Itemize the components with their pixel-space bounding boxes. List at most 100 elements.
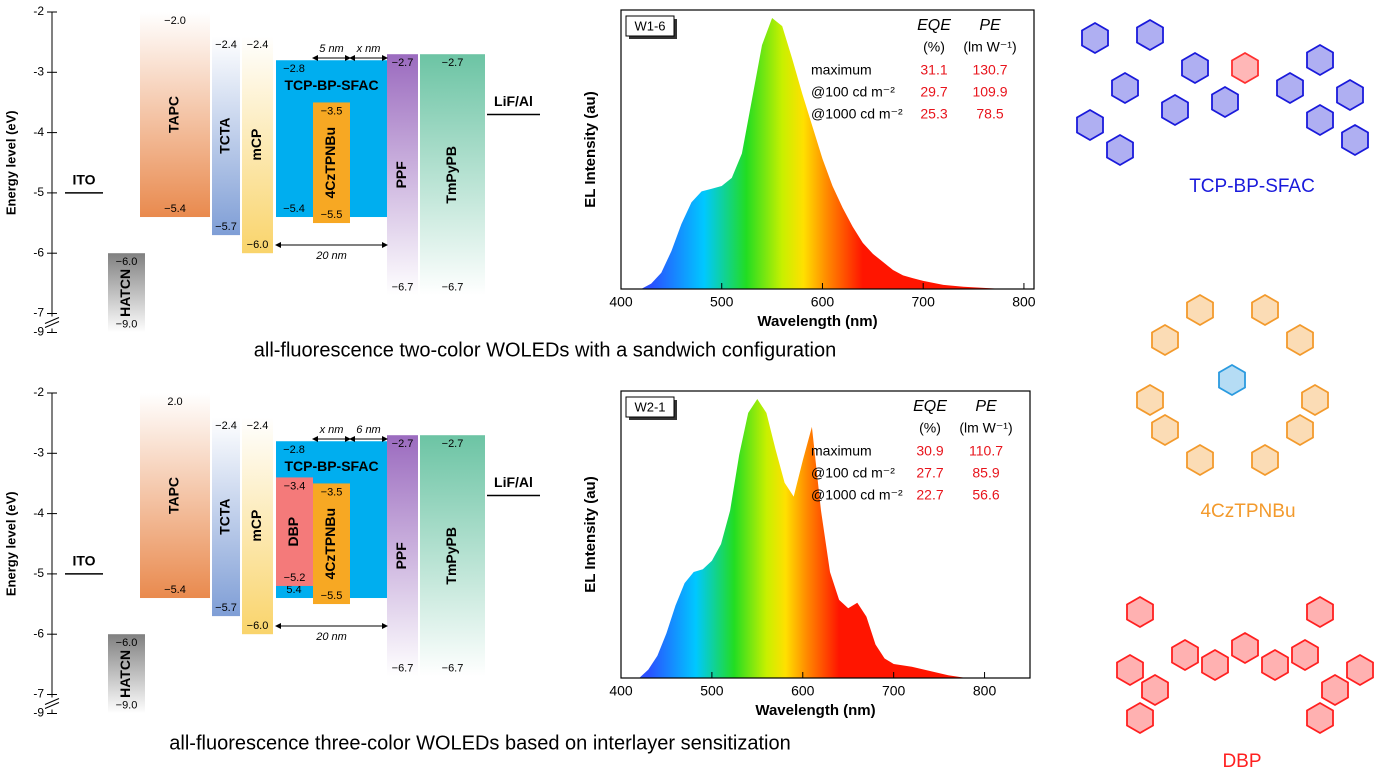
y-tick-label: -5: [33, 566, 44, 580]
thickness-label: x nm: [319, 424, 344, 436]
lumo-label: −3.5: [321, 105, 343, 117]
ring: [1186, 293, 1214, 327]
ring: [1306, 103, 1334, 137]
ring: [1231, 51, 1259, 85]
ring: [1286, 413, 1314, 447]
ring: [1186, 443, 1214, 477]
layer-name: DBP: [285, 517, 301, 547]
y-tick-label: -9: [33, 325, 44, 339]
ring: [1251, 293, 1279, 327]
y-tick-label: -5: [33, 185, 44, 199]
table-header: EQE: [913, 398, 947, 415]
y-tick-label: -7: [33, 687, 44, 701]
y-tick-label: -6: [33, 626, 44, 640]
x-tick-label: 500: [710, 294, 734, 310]
homo-label: −9.0: [116, 699, 138, 711]
ring: [1161, 93, 1189, 127]
table-value: 78.5: [976, 106, 1003, 122]
ring: [1111, 71, 1139, 105]
homo-label: −5.4: [164, 203, 186, 215]
row-label: @1000 cd m⁻²: [811, 106, 903, 122]
table-value: 109.9: [972, 84, 1007, 100]
ring: [1136, 383, 1164, 417]
ring: [1301, 383, 1329, 417]
thickness-label: 20 nm: [315, 250, 347, 262]
molecule-name: 4CzTPNBu: [1200, 501, 1295, 522]
layer-box: [140, 393, 210, 599]
lumo-label: −2.7: [392, 438, 414, 450]
thickness-label: x nm: [356, 43, 381, 55]
table-value: 31.1: [920, 62, 947, 78]
layer-box: [108, 253, 145, 333]
layer-name: HATCN: [117, 269, 133, 317]
homo-label: −5.7: [215, 221, 237, 233]
x-axis-label: Wavelength (nm): [755, 702, 875, 719]
table-value: 110.7: [969, 443, 1003, 459]
homo-label: −5.4: [164, 584, 186, 596]
layer-name: TCP-BP-SFAC: [284, 458, 378, 474]
table-value: 22.7: [916, 487, 943, 503]
axis-break: [44, 698, 60, 705]
table-unit: (lm W⁻¹): [959, 420, 1012, 436]
lumo-label: −6.0: [116, 637, 138, 649]
row-label: maximum: [811, 62, 872, 78]
table-value: 27.7: [916, 465, 943, 481]
x-tick-label: 800: [1012, 294, 1036, 310]
ring: [1116, 653, 1144, 687]
label-box: [625, 15, 675, 37]
layer-box: [108, 634, 145, 714]
sample-label: W2-1: [634, 399, 665, 414]
layer-name: ITO: [72, 172, 95, 188]
homo-label: −6.0: [247, 239, 269, 251]
y-axis-label: EL Intensity (au): [582, 91, 599, 207]
lumo-label: −3.4: [284, 480, 306, 492]
row-label: @1000 cd m⁻²: [811, 487, 903, 503]
table-header: EQE: [917, 17, 951, 34]
layer-box: [140, 12, 210, 218]
plot-frame: [620, 390, 1031, 679]
layer-box: [313, 102, 350, 224]
ring: [1286, 323, 1314, 357]
ring: [1291, 638, 1319, 672]
table-value: 30.9: [916, 443, 943, 459]
y-tick-label: -3: [33, 445, 44, 459]
homo-label: −5.5: [321, 590, 343, 602]
lumo-label: −2.7: [392, 57, 414, 69]
layer-name: 4CzTPNBu: [322, 127, 338, 199]
x-tick-label: 400: [609, 683, 633, 699]
thickness-label: 6 nm: [356, 424, 380, 436]
ring: [1126, 595, 1154, 629]
lumo-label: −2.0: [164, 15, 186, 27]
table-value: 25.3: [920, 106, 947, 122]
y-tick-label: -6: [33, 245, 44, 259]
spectrum-area: [641, 18, 1004, 289]
layer-box: [212, 417, 240, 617]
y-tick-label: -4: [33, 506, 44, 520]
homo-label: −6.0: [247, 620, 269, 632]
layer-name: PPF: [393, 542, 409, 570]
layer-name: LiF/Al: [494, 93, 533, 109]
row-label: @100 cd m⁻²: [811, 84, 895, 100]
thickness-label: 20 nm: [315, 631, 347, 643]
homo-label: −6.7: [442, 281, 464, 293]
spectrum-area: [639, 399, 967, 678]
table-unit: (lm W⁻¹): [963, 39, 1016, 55]
lumo-label: 2.0: [167, 396, 182, 408]
layer-box: [242, 36, 273, 254]
y-tick-label: -4: [33, 125, 44, 139]
layer-name: TmPyPB: [443, 146, 459, 204]
table-unit: (%): [919, 420, 941, 436]
y-axis-label: EL Intensity (au): [582, 476, 599, 592]
label-box: [625, 396, 675, 418]
layer-name: TCTA: [217, 498, 233, 534]
homo-label: 5.4: [286, 584, 301, 596]
table-value: 85.9: [972, 465, 999, 481]
lumo-label: −2.4: [215, 420, 237, 432]
caption: all-fluorescence two-color WOLEDs with a…: [254, 339, 836, 361]
ring: [1211, 85, 1239, 119]
ring: [1231, 631, 1259, 665]
ring: [1336, 78, 1364, 112]
layer-name: TCP-BP-SFAC: [284, 77, 378, 93]
sample-label: W1-6: [634, 18, 665, 33]
axis-break: [44, 317, 60, 324]
